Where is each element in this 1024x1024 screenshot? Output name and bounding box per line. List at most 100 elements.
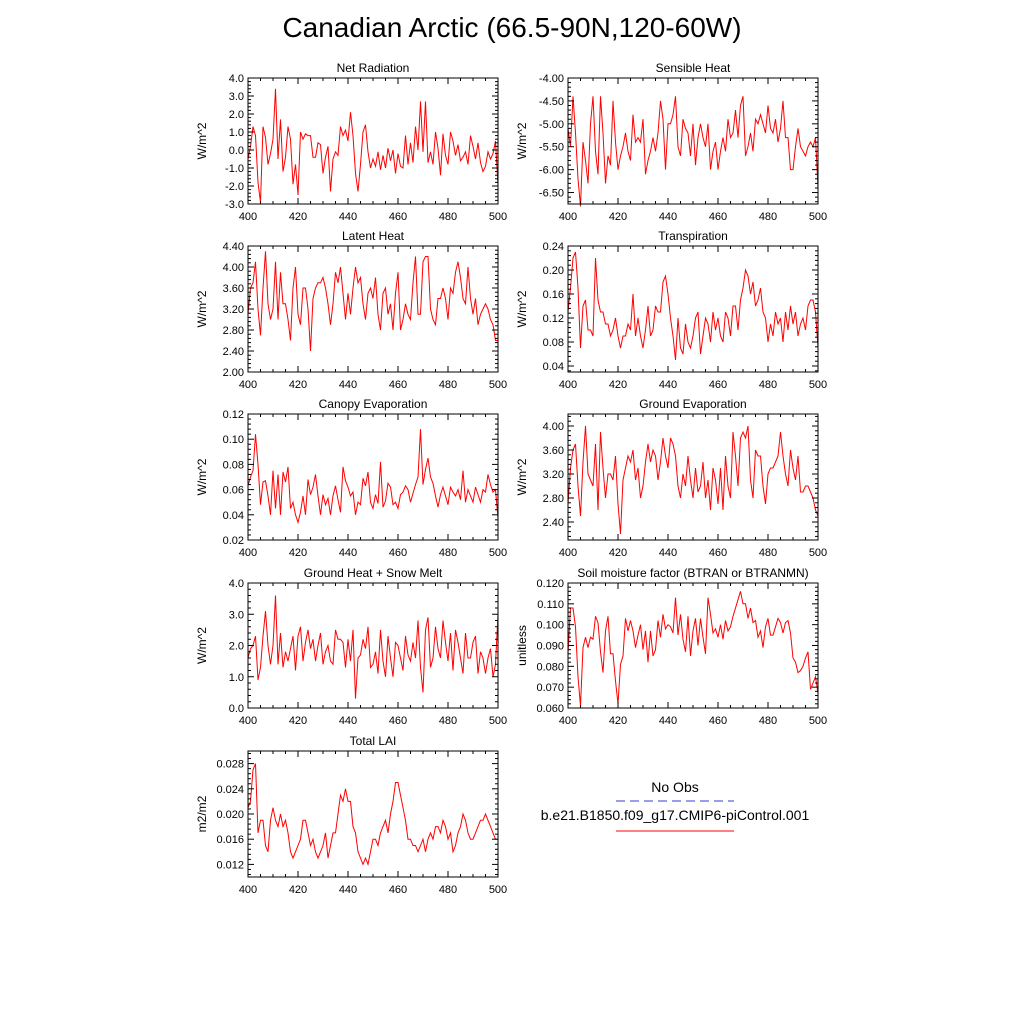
y-tick-label: 2.0 <box>229 109 244 121</box>
x-tick-label: 440 <box>659 715 677 727</box>
series-line <box>247 595 499 699</box>
y-tick-label: 0.10 <box>223 434 244 446</box>
y-tick-label: 0.04 <box>543 361 564 373</box>
panel-title: Ground Heat + Snow Melt <box>304 566 443 580</box>
x-tick-label: 500 <box>489 547 507 559</box>
x-tick-label: 460 <box>709 211 727 223</box>
plot-frame <box>567 582 819 709</box>
y-tick-label: 2.40 <box>223 346 244 358</box>
x-tick-label: 500 <box>489 211 507 223</box>
y-tick-label: 0.090 <box>536 641 564 653</box>
y-tick-label: 4.0 <box>229 578 244 590</box>
x-tick-label: 460 <box>389 211 407 223</box>
y-tick-label: 0.020 <box>216 809 244 821</box>
y-tick-label: -6.00 <box>539 165 564 177</box>
x-tick-label: 400 <box>559 211 577 223</box>
x-tick-label: 480 <box>439 379 457 391</box>
y-tick-label: -5.50 <box>539 142 564 154</box>
y-tick-label: 0.120 <box>536 578 564 590</box>
panel-title: Latent Heat <box>342 229 405 243</box>
panel-title: Net Radiation <box>337 61 410 75</box>
x-tick-label: 480 <box>439 547 457 559</box>
x-tick-label: 440 <box>339 211 357 223</box>
y-axis-label: W/m^2 <box>515 122 529 159</box>
panel-title: Ground Evaporation <box>639 397 746 411</box>
x-tick-label: 420 <box>289 884 307 896</box>
y-tick-label: 3.0 <box>229 609 244 621</box>
x-tick-label: 400 <box>559 379 577 391</box>
x-tick-label: 460 <box>389 884 407 896</box>
y-tick-label: 0.04 <box>223 510 244 522</box>
x-tick-label: 420 <box>289 715 307 727</box>
y-tick-label: -5.00 <box>539 119 564 131</box>
y-axis-label: W/m^2 <box>195 458 209 495</box>
panel-title: Canopy Evaporation <box>319 397 428 411</box>
y-tick-label: -6.50 <box>539 188 564 200</box>
y-tick-label: 0.028 <box>216 759 244 771</box>
x-tick-label: 500 <box>809 211 827 223</box>
plot-frame <box>567 77 819 205</box>
y-tick-label: 0.16 <box>543 289 564 301</box>
x-tick-label: 440 <box>339 715 357 727</box>
y-axis-label: W/m^2 <box>515 458 529 495</box>
x-tick-label: 420 <box>609 715 627 727</box>
y-tick-label: 0.02 <box>223 535 244 547</box>
y-tick-label: 3.20 <box>543 469 564 481</box>
panel-title: Soil moisture factor (BTRAN or BTRANMN) <box>577 566 808 580</box>
y-tick-label: 3.0 <box>229 91 244 103</box>
y-tick-label: -4.50 <box>539 96 564 108</box>
x-tick-label: 500 <box>489 715 507 727</box>
y-tick-label: -1.0 <box>225 163 244 175</box>
x-tick-label: 400 <box>239 884 257 896</box>
series-line <box>567 96 819 207</box>
y-tick-label: 0.016 <box>216 834 244 846</box>
plot-frame <box>247 413 499 541</box>
x-tick-label: 400 <box>559 547 577 559</box>
x-tick-label: 420 <box>609 547 627 559</box>
x-tick-label: 500 <box>809 547 827 559</box>
y-tick-label: 0.024 <box>216 784 244 796</box>
y-tick-label: 0.080 <box>536 661 564 673</box>
panel-title: Transpiration <box>658 229 728 243</box>
panel-ground-heat-snow-melt: Ground Heat + Snow Melt W/m^2 400 420 440 460… <box>195 566 507 727</box>
plot-frame <box>247 77 499 205</box>
y-tick-label: 2.40 <box>543 517 564 529</box>
series-line <box>247 429 499 525</box>
y-tick-label: 1.0 <box>229 672 244 684</box>
series-line <box>247 763 498 867</box>
plot-frame <box>247 245 499 373</box>
series-line <box>567 591 819 706</box>
x-tick-label: 480 <box>759 211 777 223</box>
x-tick-label: 440 <box>339 379 357 391</box>
x-tick-label: 420 <box>609 211 627 223</box>
x-tick-label: 420 <box>289 547 307 559</box>
y-tick-label: 2.80 <box>223 325 244 337</box>
x-tick-label: 500 <box>489 379 507 391</box>
series-line <box>247 251 498 352</box>
plot-frame <box>567 245 819 373</box>
panel-net-radiation: Net Radiation W/m^2 400 420 440 460 480 500 -3.0… <box>195 61 507 223</box>
x-tick-label: 460 <box>709 547 727 559</box>
x-tick-label: 440 <box>659 379 677 391</box>
x-tick-label: 500 <box>489 884 507 896</box>
panel-transpiration: Transpiration W/m^2 400 420 440 460 480 500 0.04… <box>515 229 827 391</box>
y-axis-label: W/m^2 <box>195 122 209 159</box>
y-axis-label: W/m^2 <box>515 290 529 327</box>
panel-total-lai: Total LAI m2/m2 400 420 440 460 480 500 0.012 0.0… <box>195 734 507 896</box>
x-tick-label: 460 <box>389 547 407 559</box>
legend: No Obs b.e21.B1850.f09_g17.CMIP6-piContro… <box>541 779 809 832</box>
panel-title: Sensible Heat <box>656 61 731 75</box>
y-tick-label: 0.06 <box>223 485 244 497</box>
y-tick-label: 4.0 <box>229 73 244 85</box>
x-tick-label: 440 <box>339 884 357 896</box>
y-tick-label: 1.0 <box>229 127 244 139</box>
panel-ground-evaporation: Ground Evaporation W/m^2 400 420 440 460 480 50… <box>515 397 827 559</box>
panel-canopy-evaporation: Canopy Evaporation W/m^2 400 420 440 460 480 50… <box>195 397 507 559</box>
x-tick-label: 460 <box>709 715 727 727</box>
x-tick-label: 500 <box>809 379 827 391</box>
y-tick-label: 3.60 <box>543 445 564 457</box>
panel-sensible-heat: Sensible Heat W/m^2 400 420 440 460 480 500 -6.5… <box>515 61 827 223</box>
x-tick-label: 400 <box>239 211 257 223</box>
x-tick-label: 480 <box>439 211 457 223</box>
